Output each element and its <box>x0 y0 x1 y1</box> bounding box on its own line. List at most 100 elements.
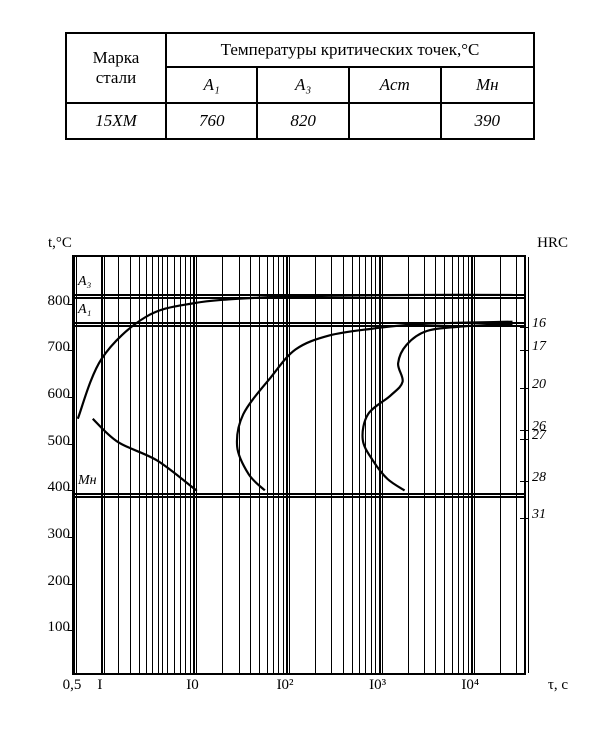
grid-minor-vline <box>435 257 436 673</box>
grid-major-vline <box>196 257 197 673</box>
data-row: 15ХМ 760 820 390 <box>66 103 534 139</box>
grid-minor-vline <box>375 257 376 673</box>
ref-hline-label: Mн <box>78 473 97 489</box>
y-tick: 600 <box>42 386 70 403</box>
ref-hline-label: A₃ <box>78 274 91 290</box>
grid-minor-vline <box>500 257 501 673</box>
val-a1: 760 <box>166 103 257 139</box>
y-tick: 500 <box>42 433 70 450</box>
grid-minor-vline <box>174 257 175 673</box>
ttt-diagram: t,°С HRC τ, с 1002003004005006007008000,… <box>48 235 568 707</box>
hrc-value: 28 <box>532 470 572 486</box>
x-tick: I0² <box>265 677 305 694</box>
grid-minor-vline <box>315 257 316 673</box>
grid-major-vline <box>474 257 475 673</box>
transformation-curves <box>74 257 524 673</box>
ref-hline <box>74 325 524 327</box>
grid-major-vline <box>379 257 381 673</box>
grid-major-vline <box>382 257 383 673</box>
grid-minor-vline <box>167 257 168 673</box>
col-mn: Mн <box>441 67 534 103</box>
steel-grade-header: Маркастали <box>66 33 166 103</box>
x-tick: I <box>80 677 120 694</box>
col-acm: Aсm <box>349 67 441 103</box>
hrc-tick-mark <box>520 388 528 389</box>
grid-major-vline <box>289 257 290 673</box>
grid-minor-vline <box>365 257 366 673</box>
grid-minor-vline <box>444 257 445 673</box>
grid-minor-vline <box>516 257 517 673</box>
hrc-tick-mark <box>520 350 528 351</box>
hrc-value: 17 <box>532 339 572 355</box>
val-a3: 820 <box>257 103 348 139</box>
ref-hline <box>74 322 524 324</box>
grid-minor-vline <box>185 257 186 673</box>
grid-minor-vline <box>424 257 425 673</box>
grid-minor-vline <box>463 257 464 673</box>
grid-major-vline <box>73 257 75 673</box>
grid-minor-vline <box>162 257 163 673</box>
ref-hline <box>74 294 524 296</box>
hrc-value: 27 <box>532 428 572 444</box>
transformation-curve <box>363 324 513 490</box>
grid-minor-vline <box>371 257 372 673</box>
hrc-value: 16 <box>532 316 572 332</box>
y-axis-label: t,°С <box>48 235 72 252</box>
grid-minor-vline <box>250 257 251 673</box>
hrc-tick-mark <box>520 327 528 328</box>
x-axis-label: τ, с <box>548 677 568 694</box>
y-tick: 200 <box>42 573 70 590</box>
y-tick: 400 <box>42 479 70 496</box>
y-tick: 800 <box>42 293 70 310</box>
grade-cell: 15ХМ <box>66 103 166 139</box>
val-acm <box>349 103 441 139</box>
ref-hline-label: A₁ <box>78 302 91 318</box>
grid-minor-vline <box>139 257 140 673</box>
grid-minor-vline <box>468 257 469 673</box>
y-tick: 700 <box>42 339 70 356</box>
grid-minor-vline <box>273 257 274 673</box>
plot-area <box>72 255 526 675</box>
grid-minor-vline <box>259 257 260 673</box>
x-tick: I0⁴ <box>450 677 490 694</box>
x-tick: I0³ <box>358 677 398 694</box>
y-tick: 100 <box>42 619 70 636</box>
right-axis-label: HRC <box>537 235 568 252</box>
grid-minor-vline <box>331 257 332 673</box>
grid-minor-vline <box>458 257 459 673</box>
y-tick: 300 <box>42 526 70 543</box>
x-tick: I0 <box>172 677 212 694</box>
critical-temps-table: Маркастали Температуры критических точек… <box>65 32 535 140</box>
hrc-value: 31 <box>532 507 572 523</box>
grid-minor-vline <box>152 257 153 673</box>
temps-header: Температуры критических точек,°С <box>166 33 534 67</box>
grid-minor-vline <box>130 257 131 673</box>
grid-minor-vline <box>180 257 181 673</box>
grid-minor-vline <box>359 257 360 673</box>
grid-minor-vline <box>158 257 159 673</box>
grid-minor-vline <box>408 257 409 673</box>
ref-hline <box>74 297 524 299</box>
grid-minor-vline <box>452 257 453 673</box>
grid-minor-vline <box>267 257 268 673</box>
grid-minor-vline <box>352 257 353 673</box>
ref-hline <box>74 496 524 498</box>
grid-minor-vline <box>283 257 284 673</box>
transformation-curve <box>78 295 513 419</box>
col-a3: A₃ <box>257 67 348 103</box>
hrc-tick-mark <box>520 481 528 482</box>
grid-major-vline <box>471 257 473 673</box>
grid-major-vline <box>101 257 103 673</box>
grid-minor-vline <box>528 257 529 673</box>
grid-major-vline <box>286 257 288 673</box>
hrc-tick-mark <box>520 430 528 431</box>
grid-minor-vline <box>190 257 191 673</box>
grid-major-vline <box>76 257 77 673</box>
grid-minor-vline <box>146 257 147 673</box>
grid-minor-vline <box>278 257 279 673</box>
grid-major-vline <box>104 257 105 673</box>
grid-minor-vline <box>343 257 344 673</box>
hrc-tick-mark <box>520 518 528 519</box>
hrc-value: 20 <box>532 377 572 393</box>
grid-minor-vline <box>239 257 240 673</box>
